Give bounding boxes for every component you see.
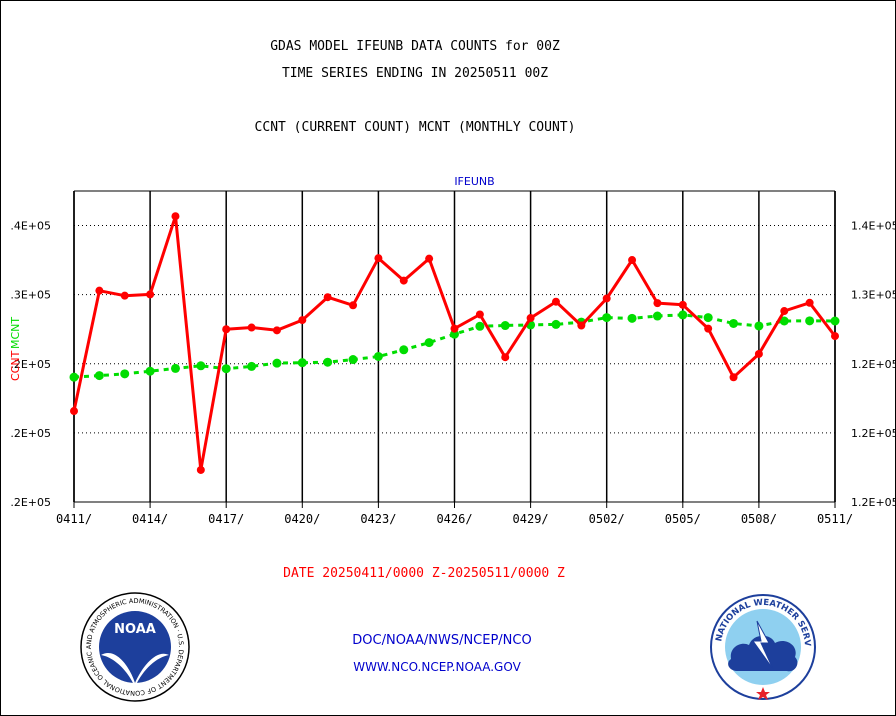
noaa-logo: NATIONAL OCEANIC AND ATMOSPHERIC ADMINIS… xyxy=(77,591,190,702)
data-point-mcnt xyxy=(500,321,510,331)
data-point-mcnt xyxy=(373,351,383,361)
data-point-ccnt xyxy=(323,293,332,302)
data-point-ccnt xyxy=(653,299,662,308)
data-point-mcnt xyxy=(805,316,815,326)
x-tick-label: 0417/ xyxy=(208,512,244,526)
y-right-tick-label: 1.2E+05 xyxy=(851,496,896,509)
data-point-mcnt xyxy=(703,313,713,323)
data-point-ccnt xyxy=(196,465,205,474)
data-point-mcnt xyxy=(297,358,307,368)
data-point-ccnt xyxy=(805,298,814,307)
data-point-mcnt xyxy=(779,316,789,326)
x-tick-label: 0502/ xyxy=(589,512,625,526)
data-point-mcnt xyxy=(247,361,257,371)
line-chart: .2E+05 1.2E+05 .2E+05 1.2E+05 .2E+05 1.2E+05.… xyxy=(9,175,896,526)
data-point-ccnt xyxy=(146,290,155,299)
data-point-ccnt xyxy=(222,325,231,334)
data-point-ccnt xyxy=(704,324,713,333)
y-left-tick-label: .3E+05 xyxy=(10,289,51,302)
data-point-mcnt xyxy=(475,321,485,331)
y-left-tick-label: .2E+05 xyxy=(10,496,51,509)
x-tick-label: 0411/ xyxy=(56,512,92,526)
data-point-mcnt xyxy=(272,358,282,368)
nws-lightning-icon xyxy=(752,620,774,670)
x-tick-label: 0511/ xyxy=(817,512,853,526)
data-point-mcnt xyxy=(196,361,206,371)
x-tick-label: 0429/ xyxy=(513,512,549,526)
data-point-ccnt xyxy=(526,314,535,323)
data-point-ccnt xyxy=(754,349,763,358)
data-point-ccnt xyxy=(678,300,687,309)
noaa-inner-circle xyxy=(99,611,171,683)
data-point-ccnt xyxy=(247,323,256,332)
nws-star-icon xyxy=(756,687,770,700)
data-point-ccnt xyxy=(628,256,637,265)
data-point-mcnt xyxy=(69,372,79,382)
x-tick-label: 0508/ xyxy=(741,512,777,526)
y-right-tick-label: 1.4E+05 xyxy=(851,220,896,233)
data-point-ccnt xyxy=(70,407,78,416)
y-left-tick-label: .2E+05 xyxy=(10,427,51,440)
y-right-tick-label: 1.2E+05 xyxy=(851,427,896,440)
website-label: WWW.NCO.NCEP.NOAA.GOV xyxy=(353,660,521,674)
data-point-ccnt xyxy=(272,326,281,335)
plot-series-title: IFEUNB xyxy=(454,175,494,188)
data-point-mcnt xyxy=(348,355,358,365)
data-point-ccnt xyxy=(298,316,307,325)
x-tick-label: 0426/ xyxy=(436,512,472,526)
chart-title-line-2: TIME SERIES ENDING IN 20250511 00Z xyxy=(281,66,549,81)
chart-title-line-3: CCNT (CURRENT COUNT) MCNT (MONTHLY COUNT… xyxy=(254,120,576,135)
data-point-mcnt xyxy=(323,357,333,367)
data-point-ccnt xyxy=(171,212,180,221)
data-point-ccnt xyxy=(729,373,738,382)
data-point-ccnt xyxy=(602,294,611,303)
y-axis-label-mcnt: MCNT xyxy=(9,317,22,349)
data-point-mcnt xyxy=(450,329,459,339)
y-right-tick-label: 1.2E+05 xyxy=(851,358,896,371)
x-tick-label: 0423/ xyxy=(360,512,396,526)
data-point-mcnt xyxy=(94,371,104,381)
data-point-ccnt xyxy=(425,254,434,263)
org-path-label: DOC/NOAA/NWS/NCEP/NCO xyxy=(352,633,532,648)
data-point-mcnt xyxy=(145,366,155,376)
data-point-ccnt xyxy=(349,301,358,310)
data-point-mcnt xyxy=(602,313,612,323)
y-right-tick-label: 1.3E+05 xyxy=(851,289,896,302)
noaa-logo-label: NOAA xyxy=(114,622,156,637)
data-point-mcnt xyxy=(170,363,180,373)
date-range-label: DATE 20250411/0000 Z-20250511/0000 Z xyxy=(283,566,565,581)
nws-logo: NATIONAL WEATHER SERVICE xyxy=(707,591,816,700)
data-point-mcnt xyxy=(754,321,764,331)
data-point-ccnt xyxy=(501,353,510,362)
data-point-mcnt xyxy=(120,369,130,379)
data-point-mcnt xyxy=(627,313,637,323)
y-axis-label-ccnt: CCNT xyxy=(9,350,22,381)
data-point-ccnt xyxy=(831,332,839,341)
data-point-mcnt xyxy=(399,345,409,355)
noaa-bird-icon xyxy=(101,653,169,687)
data-point-ccnt xyxy=(374,254,383,263)
data-point-mcnt xyxy=(830,316,840,326)
data-point-mcnt xyxy=(678,310,688,320)
data-point-ccnt xyxy=(475,310,484,319)
data-point-ccnt xyxy=(399,276,408,285)
data-point-ccnt xyxy=(780,307,789,316)
x-tick-label: 0420/ xyxy=(284,512,320,526)
data-point-ccnt xyxy=(120,291,129,300)
data-point-ccnt xyxy=(577,321,586,330)
x-tick-label: 0414/ xyxy=(132,512,168,526)
data-point-mcnt xyxy=(729,318,739,328)
data-point-mcnt xyxy=(221,364,231,374)
data-point-ccnt xyxy=(450,324,459,333)
data-point-ccnt xyxy=(551,297,560,306)
y-left-tick-label: .2E+05 xyxy=(10,358,51,371)
data-point-mcnt xyxy=(652,311,662,321)
chart-title-line-1: GDAS MODEL IFEUNB DATA COUNTS for 00Z xyxy=(270,39,560,54)
x-tick-label: 0505/ xyxy=(665,512,701,526)
data-point-mcnt xyxy=(551,319,561,329)
data-point-ccnt xyxy=(95,286,104,295)
data-point-mcnt xyxy=(424,338,434,348)
y-left-tick-label: .4E+05 xyxy=(10,220,51,233)
